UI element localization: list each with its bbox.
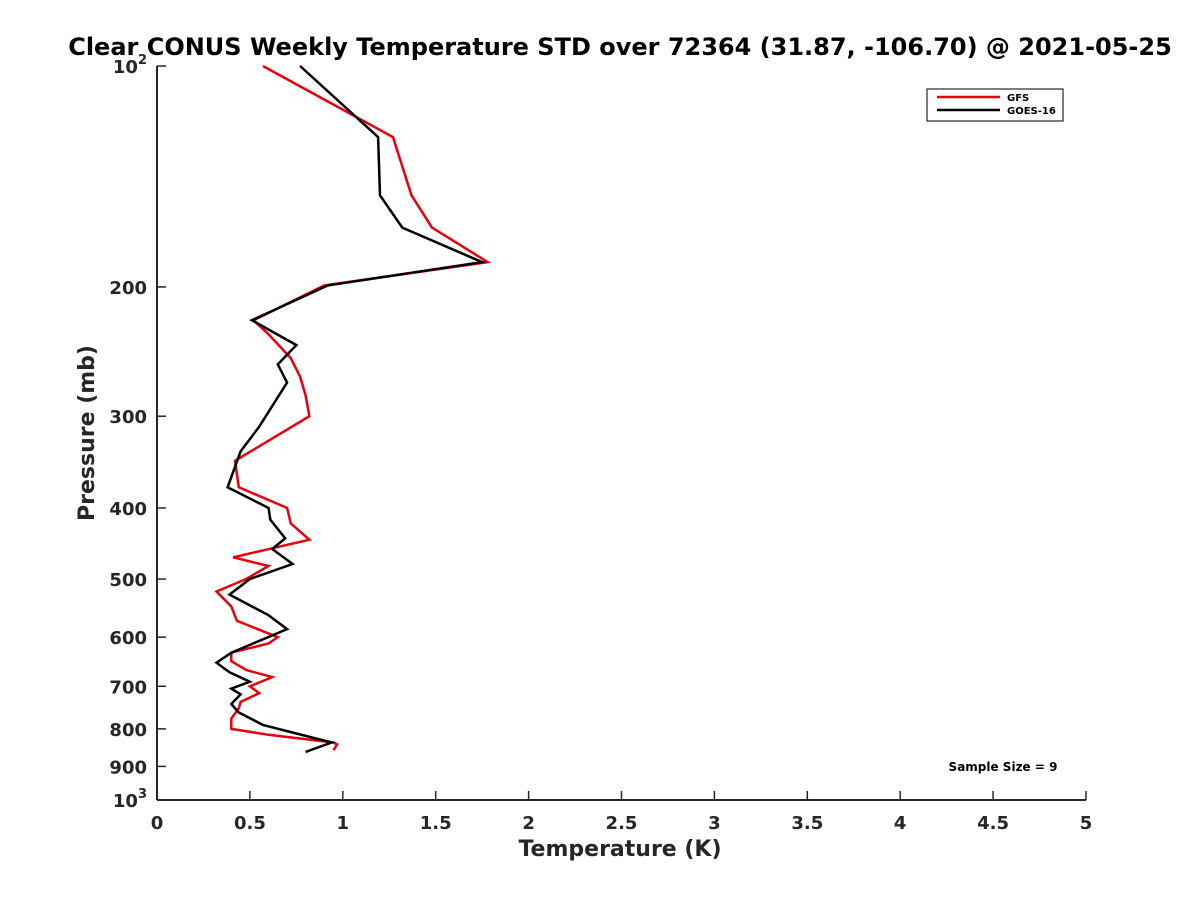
y-tick-label: 600 bbox=[109, 628, 147, 649]
y-axis-label: Pressure (mb) bbox=[75, 345, 100, 521]
y-tick-label: 500 bbox=[109, 570, 147, 591]
x-tick-label: 1.5 bbox=[420, 813, 452, 834]
x-tick-label: 1 bbox=[337, 813, 350, 834]
y-tick-label: 102 bbox=[113, 53, 147, 78]
legend-label-gfs: GFS bbox=[1007, 93, 1029, 104]
series-line-gfs bbox=[214, 64, 492, 751]
legend-box bbox=[926, 88, 1064, 122]
series-layer bbox=[214, 64, 492, 754]
sample-size-annotation: Sample Size = 9 bbox=[949, 760, 1058, 774]
y-ticks: 102 200 300 400 500 600 700 800 900 103 bbox=[109, 53, 166, 812]
y-tick-label: 103 bbox=[113, 787, 147, 812]
y-tick-label: 200 bbox=[109, 278, 147, 299]
x-tick-label: 4.5 bbox=[977, 813, 1009, 834]
x-ticks: 0 0.5 1 1.5 2 2.5 3 3.5 4 4.5 5 bbox=[151, 791, 1093, 834]
x-tick-label: 3 bbox=[708, 813, 721, 834]
y-tick-label: 400 bbox=[109, 499, 147, 520]
axes bbox=[156, 66, 1086, 801]
x-tick-label: 2.5 bbox=[606, 813, 638, 834]
x-tick-label: 4 bbox=[894, 813, 907, 834]
y-tick-label: 900 bbox=[109, 757, 147, 778]
y-tick-label: 700 bbox=[109, 677, 147, 698]
y-tick-label: 800 bbox=[109, 720, 147, 741]
x-tick-label: 3.5 bbox=[791, 813, 823, 834]
x-axis-label: Temperature (K) bbox=[518, 837, 721, 862]
x-tick-label: 0 bbox=[151, 813, 164, 834]
legend-label-goes-16: GOES-16 bbox=[1007, 106, 1056, 117]
x-tick-label: 0.5 bbox=[234, 813, 266, 834]
x-tick-label: 5 bbox=[1080, 813, 1093, 834]
chart-title: Clear CONUS Weekly Temperature STD over … bbox=[68, 33, 1172, 61]
x-tick-label: 2 bbox=[522, 813, 535, 834]
y-tick-label: 300 bbox=[109, 407, 147, 428]
legend: GFS GOES-16 bbox=[926, 88, 1064, 122]
series-line-goes-16 bbox=[214, 65, 487, 754]
